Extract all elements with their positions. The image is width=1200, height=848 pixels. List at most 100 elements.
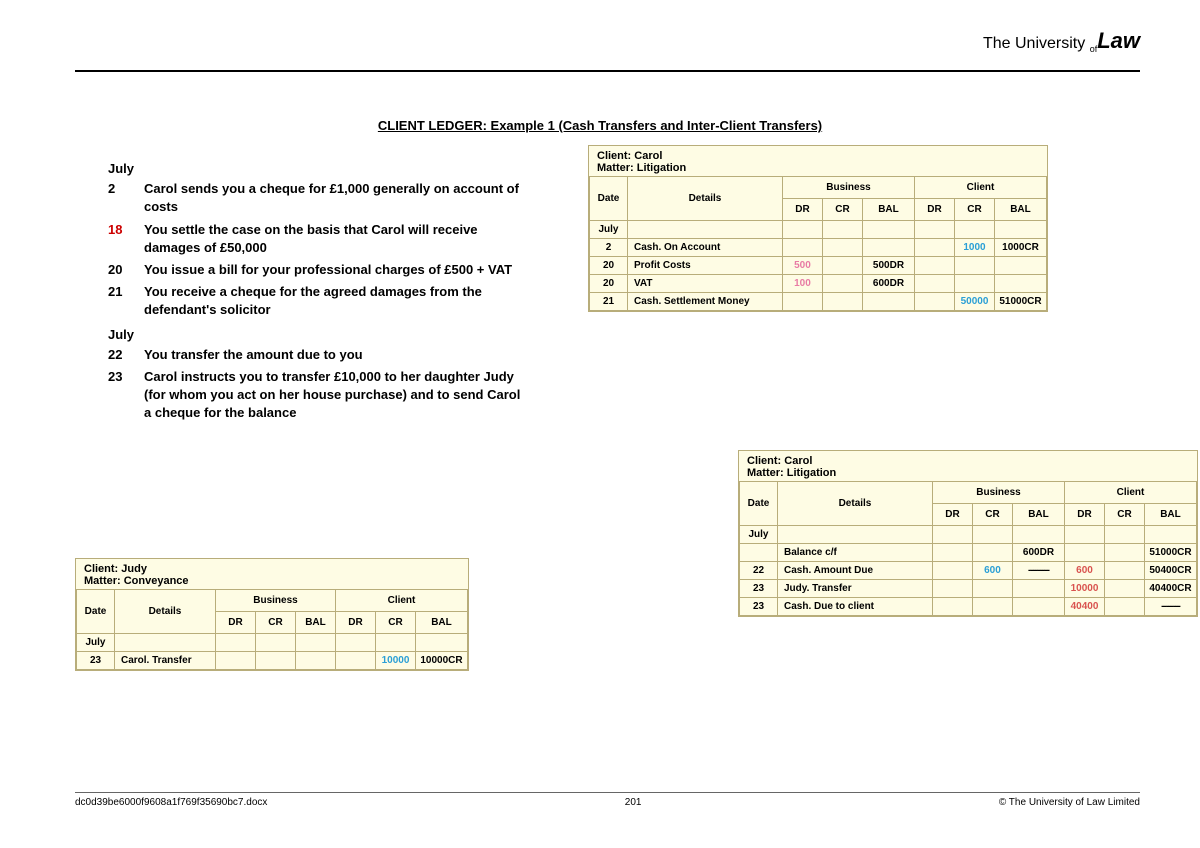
ledger-cell — [822, 257, 862, 275]
label-matter: Matter: — [597, 162, 634, 174]
ledger-cell: Carol. Transfer — [115, 652, 216, 670]
ledger2-client: Carol — [784, 455, 812, 467]
narrative-row: 2Carol sends you a cheque for £1,000 gen… — [108, 180, 528, 216]
ledger3-matter: Conveyance — [124, 575, 189, 587]
ledger-cell: Cash. Amount Due — [778, 562, 933, 580]
th-date3: Date — [77, 590, 115, 634]
ledger-cell: -------- — [1144, 598, 1196, 616]
ledger-cell: 22 — [740, 562, 778, 580]
ledger-row: 2Cash. On Account10001000CR — [590, 239, 1047, 257]
ledger3-month: July — [77, 634, 115, 652]
th-bal5: BAL — [295, 612, 335, 634]
brand-law: Law — [1097, 28, 1140, 53]
ledger-cell: 600 — [1064, 562, 1104, 580]
narrative-text: You receive a cheque for the agreed dama… — [144, 283, 528, 319]
ledger-cell — [914, 257, 954, 275]
ledger-cell — [914, 275, 954, 293]
th-client3: Client — [335, 590, 467, 612]
th-details2: Details — [778, 482, 933, 526]
ledger-cell: Balance c/f — [778, 544, 933, 562]
ledger1-month: July — [590, 221, 628, 239]
ledger-cell: Cash. On Account — [628, 239, 783, 257]
th-client2: Client — [1064, 482, 1196, 504]
label-client: Client: — [597, 150, 631, 162]
th-bal6: BAL — [415, 612, 467, 634]
ledger-cell — [335, 652, 375, 670]
ledger-cell: 500 — [782, 257, 822, 275]
brand-logo: The University ofLaw — [983, 28, 1140, 54]
ledger-cell — [822, 275, 862, 293]
ledger-cell: 51000CR — [994, 293, 1046, 311]
ledger-carol-1: Client: Carol Matter: Litigation Date De… — [588, 145, 1048, 312]
ledger-carol-2: Client: Carol Matter: Litigation Date De… — [738, 450, 1198, 617]
narrative-text: You issue a bill for your professional c… — [144, 261, 528, 279]
ledger-cell — [295, 652, 335, 670]
th-details3: Details — [115, 590, 216, 634]
narrative-month-1: July — [108, 160, 528, 178]
narrative-day: 20 — [108, 261, 144, 279]
ledger-cell — [972, 598, 1012, 616]
ledger-cell: 500DR — [862, 257, 914, 275]
label-matter2: Matter: — [747, 467, 784, 479]
ledger-cell — [1064, 544, 1104, 562]
ledger-cell: 51000CR — [1144, 544, 1196, 562]
narrative-text: You settle the case on the basis that Ca… — [144, 221, 528, 257]
th-cr6: CR — [375, 612, 415, 634]
th-bal4: BAL — [1144, 504, 1196, 526]
th-bal: BAL — [862, 199, 914, 221]
th-cr3: CR — [972, 504, 1012, 526]
narrative-row: 22You transfer the amount due to you — [108, 346, 528, 364]
ledger-cell: 23 — [740, 598, 778, 616]
th-dr: DR — [782, 199, 822, 221]
th-dr2: DR — [914, 199, 954, 221]
ledger-cell — [1104, 598, 1144, 616]
footer-pagenum: 201 — [625, 797, 642, 808]
ledger-cell: Cash. Settlement Money — [628, 293, 783, 311]
ledger-cell: 10000 — [375, 652, 415, 670]
ledger-cell: --------- — [1012, 562, 1064, 580]
footer-copyright: © The University of Law Limited — [999, 797, 1140, 808]
th-cr2: CR — [954, 199, 994, 221]
ledger-cell — [1012, 580, 1064, 598]
ledger-row: 20VAT100600DR — [590, 275, 1047, 293]
ledger-cell: 600DR — [862, 275, 914, 293]
ledger-cell: 23 — [77, 652, 115, 670]
ledger-cell — [954, 257, 994, 275]
ledger-cell — [932, 598, 972, 616]
narrative-day: 23 — [108, 368, 144, 423]
ledger-cell: Profit Costs — [628, 257, 783, 275]
th-date: Date — [590, 177, 628, 221]
ledger-cell — [932, 580, 972, 598]
ledger-cell — [994, 275, 1046, 293]
page-footer: dc0d39be6000f9608a1f769f35690bc7.docx 20… — [75, 792, 1140, 808]
ledger-row: 21Cash. Settlement Money5000051000CR — [590, 293, 1047, 311]
ledger-row: 23Judy. Transfer1000040400CR — [740, 580, 1197, 598]
th-business2: Business — [932, 482, 1064, 504]
ledger-cell — [862, 239, 914, 257]
ledger1-matter: Litigation — [637, 162, 687, 174]
narrative-text: You transfer the amount due to you — [144, 346, 528, 364]
ledger-cell: 50000 — [954, 293, 994, 311]
ledger-cell — [1104, 580, 1144, 598]
ledger-cell: 100 — [782, 275, 822, 293]
ledger-cell — [994, 257, 1046, 275]
ledger-row: 23Cash. Due to client40400-------- — [740, 598, 1197, 616]
page-title: CLIENT LEDGER: Example 1 (Cash Transfers… — [0, 118, 1200, 133]
ledger3-table: Date Details Business Client DR CR BAL D… — [76, 589, 468, 670]
th-cr4: CR — [1104, 504, 1144, 526]
ledger-cell — [255, 652, 295, 670]
th-cr: CR — [822, 199, 862, 221]
narrative-day: 2 — [108, 180, 144, 216]
ledger-cell — [932, 544, 972, 562]
ledger-cell — [1012, 598, 1064, 616]
th-client: Client — [914, 177, 1046, 199]
ledger-cell: 600 — [972, 562, 1012, 580]
ledger-cell: 40400 — [1064, 598, 1104, 616]
ledger1-client: Carol — [634, 150, 662, 162]
brand-line1: The University — [983, 35, 1085, 52]
narrative-row: 21You receive a cheque for the agreed da… — [108, 283, 528, 319]
ledger-row: 22Cash. Amount Due600---------60050400CR — [740, 562, 1197, 580]
narrative-row: 23Carol instructs you to transfer £10,00… — [108, 368, 528, 423]
ledger-cell — [215, 652, 255, 670]
ledger-cell: 10000 — [1064, 580, 1104, 598]
